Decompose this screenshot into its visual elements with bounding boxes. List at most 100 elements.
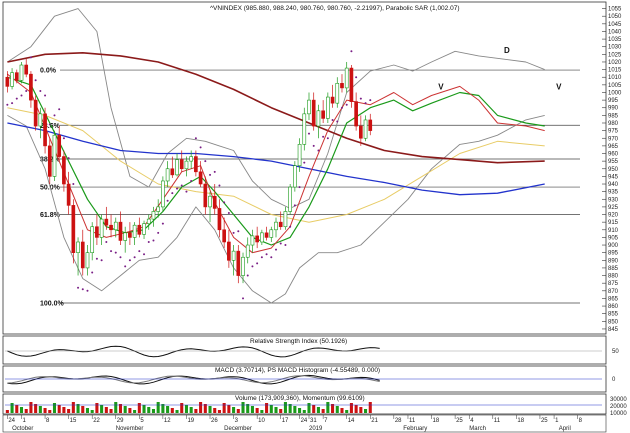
volume-bar bbox=[364, 409, 368, 413]
volume-bar bbox=[368, 402, 372, 413]
candle-body bbox=[132, 224, 137, 238]
candle-body bbox=[151, 211, 156, 220]
sar-dot bbox=[124, 265, 127, 268]
date-tick-label: 11 bbox=[494, 418, 501, 424]
price-tick-label: 940 bbox=[608, 182, 619, 188]
volume-bar bbox=[279, 409, 283, 413]
pattern-label: V bbox=[556, 82, 562, 91]
sar-dot bbox=[138, 250, 141, 253]
date-tick-label: 25 bbox=[456, 418, 463, 424]
date-tick-label: 18 bbox=[433, 418, 440, 424]
candle-body bbox=[165, 168, 170, 182]
volume-title: Volume (173,909,360), Momentum (99.6109) bbox=[235, 395, 365, 402]
price-tick-label: 945 bbox=[608, 174, 619, 180]
rsi-tick: 50 bbox=[612, 349, 619, 355]
price-tick-label: 880 bbox=[608, 274, 619, 280]
candle-body bbox=[316, 110, 321, 127]
sar-dot bbox=[20, 94, 23, 97]
volume-bar bbox=[76, 404, 80, 413]
date-tick-label: 22 bbox=[93, 418, 100, 424]
candle-body bbox=[194, 156, 198, 173]
sar-dot bbox=[114, 251, 117, 254]
sar-dot bbox=[39, 89, 42, 92]
sar-dot bbox=[326, 137, 329, 140]
volume-bar bbox=[123, 406, 127, 413]
sar-dot bbox=[81, 288, 84, 291]
volume-bar bbox=[100, 405, 104, 413]
price-tick-label: 855 bbox=[608, 312, 619, 318]
candle-body bbox=[208, 195, 212, 208]
volume-tick-mid: 20000 bbox=[610, 404, 627, 410]
volume-bar bbox=[222, 403, 226, 413]
date-axis: 24 1 8 15 22 29 5 12 19 26 3 10 17 24 31 7 14 21 28 11 18 25 4… bbox=[2, 414, 607, 433]
candle-body bbox=[71, 205, 76, 253]
price-tick-label: 1000 bbox=[608, 90, 622, 96]
volume-bar bbox=[95, 403, 99, 413]
sar-dot bbox=[180, 184, 183, 187]
price-tick-label: 860 bbox=[608, 304, 619, 310]
rsi-line bbox=[5, 345, 602, 358]
volume-bar bbox=[166, 406, 170, 413]
volume-tick-low: 10000 bbox=[610, 411, 627, 417]
date-tick-label: 14 bbox=[348, 418, 355, 424]
sar-dot bbox=[246, 274, 249, 277]
price-tick-label: 990 bbox=[608, 106, 619, 112]
candle-body bbox=[29, 73, 33, 101]
sar-dot bbox=[25, 89, 28, 92]
sar-dot bbox=[242, 297, 245, 300]
price-tick-label: 885 bbox=[608, 266, 619, 272]
sar-dot bbox=[260, 256, 263, 259]
price-tick-label: 1005 bbox=[608, 83, 622, 89]
sar-dot bbox=[77, 286, 80, 289]
sar-dot bbox=[44, 94, 47, 97]
volume-bar bbox=[175, 410, 179, 413]
date-tick-label: 25 bbox=[541, 418, 548, 424]
volume-bar bbox=[232, 407, 236, 413]
sar-dot bbox=[355, 76, 358, 79]
sar-dot bbox=[67, 157, 70, 160]
candle-body bbox=[99, 218, 104, 238]
volume-bar bbox=[227, 405, 231, 413]
candle-body bbox=[189, 156, 193, 162]
fib-label: 0.0% bbox=[40, 68, 57, 75]
sar-dot bbox=[275, 248, 278, 251]
date-tick-label: 18 bbox=[517, 418, 524, 424]
price-axis: 8458508558608658708758808858908959009059… bbox=[602, 7, 622, 333]
volume-bar bbox=[189, 407, 193, 413]
sar-dot bbox=[152, 239, 155, 242]
sar-dot bbox=[110, 250, 113, 253]
sar-dot bbox=[133, 256, 136, 259]
volume-panel: Volume (173,909,360), Momentum (99.6109)… bbox=[2, 393, 627, 417]
volume-bar bbox=[57, 405, 61, 413]
candle-body bbox=[10, 72, 14, 87]
volume-bar bbox=[71, 402, 75, 413]
candle-body bbox=[354, 101, 358, 127]
rsi-panel: Relative Strength Index (50.1926) 50 bbox=[2, 335, 619, 365]
volume-bar bbox=[137, 403, 141, 413]
candle-body bbox=[175, 159, 179, 176]
main-panel: ^VNINDEX (985.880, 988.240, 980.760, 980… bbox=[2, 1, 622, 335]
candle-body bbox=[227, 241, 231, 261]
price-tick-label: 975 bbox=[608, 129, 619, 135]
price-tick-label: 1050 bbox=[608, 14, 622, 20]
candle-body bbox=[368, 119, 373, 131]
candle-body bbox=[222, 229, 226, 243]
candlesticks bbox=[5, 58, 373, 284]
date-tick-label: 10 bbox=[258, 418, 265, 424]
sar-dot bbox=[91, 271, 94, 274]
macd-lines bbox=[5, 374, 602, 385]
candle-body bbox=[113, 221, 118, 231]
volume-bar bbox=[114, 402, 118, 413]
sar-dot bbox=[251, 265, 254, 268]
candle-body bbox=[85, 252, 90, 269]
sar-dot bbox=[11, 102, 14, 105]
candle-body bbox=[179, 159, 184, 170]
price-tick-label: 850 bbox=[608, 319, 619, 325]
candle-body bbox=[184, 160, 189, 170]
candle-body bbox=[340, 83, 344, 89]
candle-body bbox=[43, 113, 47, 147]
price-tick-label: 1015 bbox=[608, 68, 622, 74]
price-tick-label: 985 bbox=[608, 113, 619, 119]
sar-dot bbox=[340, 106, 343, 109]
sar-dot bbox=[204, 160, 207, 163]
